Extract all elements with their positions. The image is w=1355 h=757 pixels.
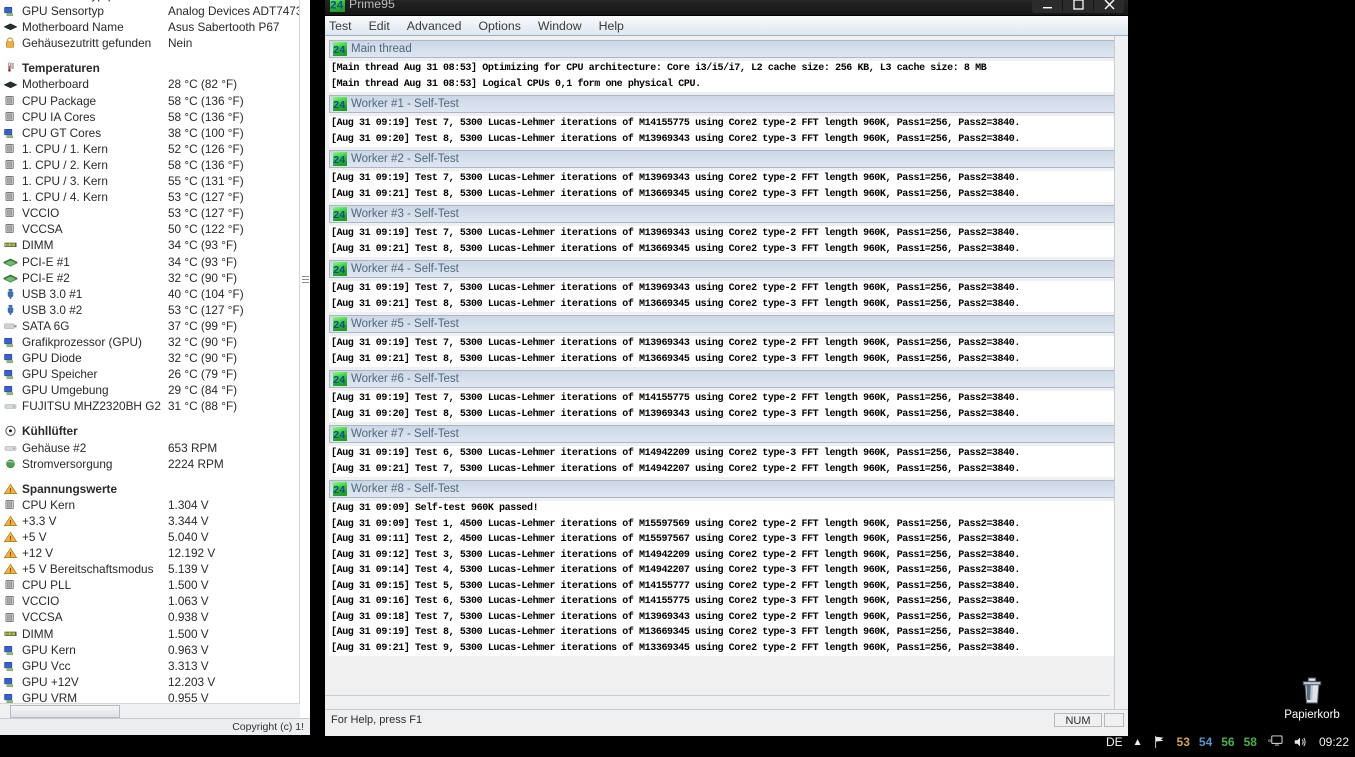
svg-text:2: 2 xyxy=(333,154,339,166)
svg-text:2: 2 xyxy=(333,429,339,441)
svg-text:4: 4 xyxy=(339,374,345,386)
svg-text:4: 4 xyxy=(339,429,345,441)
svg-text:4: 4 xyxy=(339,44,345,56)
svg-text:2: 2 xyxy=(333,44,339,56)
svg-text:4: 4 xyxy=(339,99,345,111)
svg-text:4: 4 xyxy=(337,0,344,11)
svg-text:2: 2 xyxy=(333,99,339,111)
svg-text:4: 4 xyxy=(339,154,345,166)
svg-text:!: ! xyxy=(9,552,11,559)
svg-text:!: ! xyxy=(9,487,11,494)
svg-text:4: 4 xyxy=(339,319,345,331)
svg-text:!: ! xyxy=(9,568,11,575)
svg-text:4: 4 xyxy=(339,209,345,221)
svg-text:4: 4 xyxy=(339,484,345,496)
svg-text:4: 4 xyxy=(339,264,345,276)
svg-text:!: ! xyxy=(9,519,11,526)
svg-text:2: 2 xyxy=(333,264,339,276)
svg-text:2: 2 xyxy=(333,209,339,221)
svg-text:2: 2 xyxy=(333,484,339,496)
svg-text:2: 2 xyxy=(333,374,339,386)
svg-text:!: ! xyxy=(9,536,11,543)
svg-text:2: 2 xyxy=(330,0,336,11)
svg-text:2: 2 xyxy=(333,319,339,331)
